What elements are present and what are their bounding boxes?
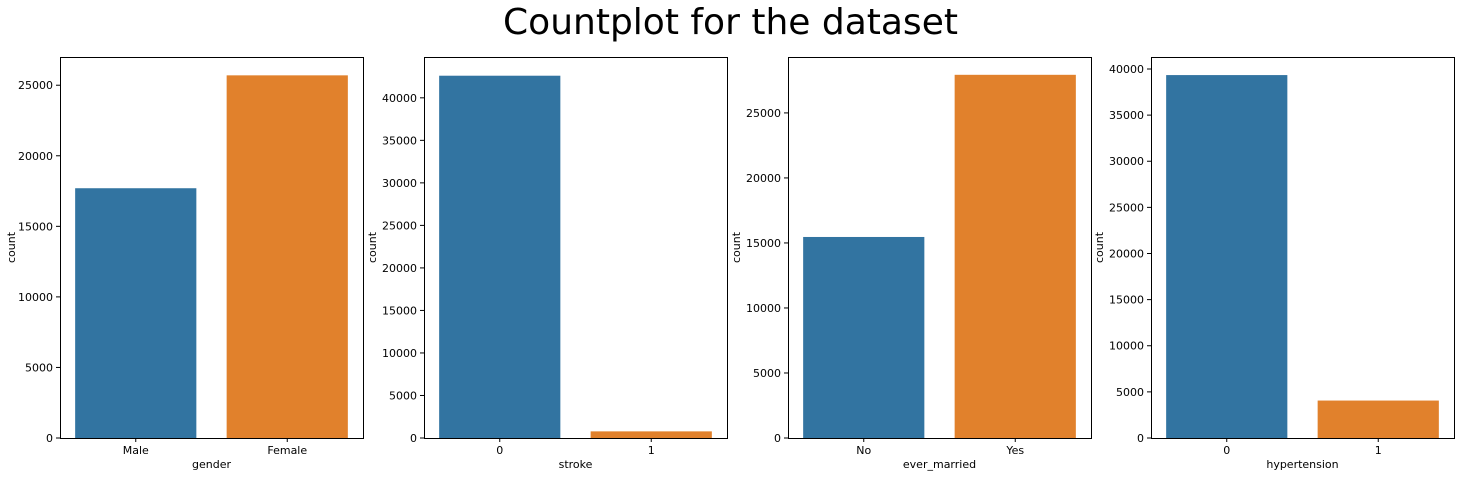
y-tick-label: 30000 — [382, 177, 417, 190]
bar-Male — [75, 188, 197, 438]
axes-frame — [788, 57, 1092, 439]
y-tick-label: 10000 — [382, 347, 417, 360]
y-tick-label: 20000 — [746, 172, 781, 185]
y-tick-label: 0 — [410, 432, 417, 445]
bar-0 — [1166, 75, 1288, 438]
axes-frame — [60, 57, 364, 439]
axes-frame — [424, 57, 728, 439]
y-tick-label: 10000 — [746, 302, 781, 315]
x-axis-label: stroke — [559, 458, 593, 471]
y-tick-label: 15000 — [1109, 294, 1144, 307]
bar-Female — [226, 75, 348, 438]
y-tick-label: 20000 — [382, 262, 417, 275]
axes-frame — [1151, 57, 1455, 439]
y-tick-label: 10000 — [1109, 340, 1144, 353]
x-tick-label: Yes — [1005, 444, 1024, 457]
y-tick-label: 25000 — [1109, 201, 1144, 214]
y-tick-label: 40000 — [382, 92, 417, 105]
y-tick-label: 0 — [774, 432, 781, 445]
y-axis-label: count — [5, 231, 18, 263]
x-tick-label: No — [856, 444, 871, 457]
bar-No — [803, 236, 925, 438]
bar-1 — [1317, 400, 1439, 438]
y-tick-label: 5000 — [1116, 386, 1144, 399]
y-axis-label: count — [366, 231, 379, 263]
chart-panel-hypertension: 0 5000 10000 15000 20000 25000 30000 35000 40000… — [1093, 57, 1455, 471]
y-tick-label: 5000 — [389, 389, 417, 402]
y-tick-label: 20000 — [18, 150, 53, 163]
chart-panel-stroke: 0 5000 10000 15000 20000 25000 30000 35000 40000… — [366, 57, 728, 471]
y-tick-label: 30000 — [1109, 155, 1144, 168]
y-axis-label: count — [730, 231, 743, 263]
y-tick-label: 10000 — [18, 291, 53, 304]
chart-panel-gender: 0 5000 10000 15000 20000 25000 Male Female gende… — [5, 57, 364, 471]
x-axis-label: ever_married — [903, 458, 976, 471]
y-tick-label: 40000 — [1109, 63, 1144, 76]
y-tick-label: 15000 — [746, 237, 781, 250]
y-axis-label: count — [1093, 231, 1106, 263]
y-tick-label: 0 — [1137, 432, 1144, 445]
y-tick-label: 25000 — [18, 79, 53, 92]
bar-0 — [439, 75, 561, 439]
bar-1 — [590, 431, 712, 438]
y-tick-label: 35000 — [1109, 109, 1144, 122]
figure-title: Countplot for the dataset — [503, 2, 958, 43]
y-tick-label: 15000 — [18, 220, 53, 233]
x-tick-label: 1 — [648, 444, 655, 457]
x-tick-label: Female — [267, 444, 307, 457]
x-tick-label: 0 — [496, 444, 503, 457]
x-axis-label: gender — [192, 458, 231, 471]
y-tick-label: 20000 — [1109, 247, 1144, 260]
y-tick-label: 15000 — [382, 304, 417, 317]
y-tick-label: 25000 — [746, 107, 781, 120]
y-tick-label: 0 — [46, 432, 53, 445]
chart-panel-ever_married: 0 5000 10000 15000 20000 25000 No Yes ever_marri… — [730, 57, 1092, 471]
y-tick-label: 5000 — [753, 367, 781, 380]
x-tick-label: 0 — [1223, 444, 1230, 457]
x-tick-label: Male — [123, 444, 149, 457]
bar-Yes — [954, 74, 1076, 438]
y-tick-label: 25000 — [382, 219, 417, 232]
x-tick-label: 1 — [1375, 444, 1382, 457]
y-tick-label: 35000 — [382, 134, 417, 147]
x-axis-label: hypertension — [1266, 458, 1338, 471]
y-tick-label: 5000 — [25, 361, 53, 374]
